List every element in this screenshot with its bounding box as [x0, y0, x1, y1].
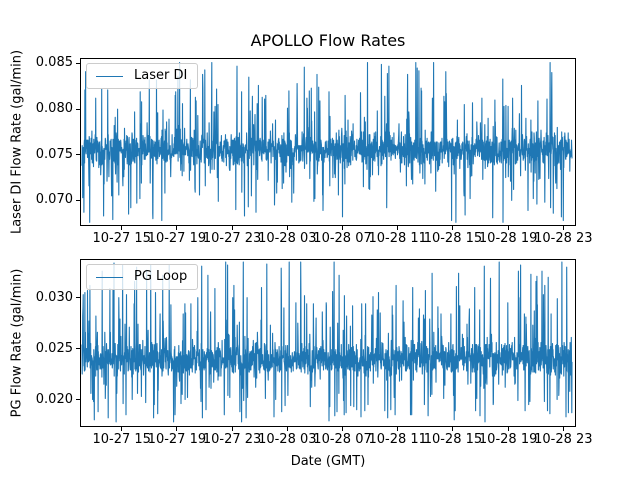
x-tick-mark	[397, 226, 399, 230]
y-tick-label: 0.075	[35, 146, 73, 162]
x-tick-label: 10-28 15	[423, 432, 483, 447]
legend-label: PG Loop	[134, 269, 188, 284]
x-tick-label: 10-28 07	[313, 231, 372, 246]
x-axis-label: Date (GMT)	[290, 454, 366, 469]
y-tick-label: 0.070	[35, 192, 73, 208]
x-tick-label: 10-28 23	[534, 231, 593, 246]
subplot-pg-loop: PG Loop	[80, 259, 576, 427]
x-tick-label: 10-28 15	[423, 231, 483, 246]
x-tick-mark	[286, 427, 288, 431]
y-tick-label: 0.025	[35, 340, 73, 356]
legend-line-sample-icon	[96, 276, 123, 278]
x-tick-mark	[231, 226, 233, 230]
x-tick-mark	[397, 427, 399, 431]
x-tick-label: 10-27 19	[147, 432, 207, 447]
axes-spines	[80, 259, 576, 427]
y-tick-mark	[76, 199, 80, 201]
x-tick-mark	[507, 226, 509, 230]
y-tick-label: 0.020	[35, 391, 73, 407]
axes-spines	[80, 58, 576, 226]
y-axis-label-pg: PG Flow Rate (gal/min)	[9, 268, 25, 418]
x-tick-label: 10-27 19	[147, 231, 207, 246]
laser-di-series-line	[81, 62, 573, 223]
x-tick-label: 10-28 11	[368, 432, 427, 447]
x-tick-label: 10-28 03	[258, 432, 317, 447]
x-tick-label: 10-27 15	[92, 432, 151, 447]
legend-pg-loop: PG Loop	[86, 264, 199, 290]
x-tick-mark	[507, 427, 509, 431]
y-tick-label: 0.085	[35, 55, 73, 71]
pg-loop-plot-area	[80, 259, 576, 427]
x-tick-label: 10-28 07	[313, 432, 372, 447]
x-tick-label: 10-28 03	[258, 231, 317, 246]
y-tick-mark	[76, 297, 80, 299]
legend-laser-di: Laser DI	[86, 63, 199, 89]
y-tick-mark	[76, 154, 80, 156]
x-tick-mark	[562, 427, 564, 431]
y-tick-mark	[76, 348, 80, 350]
legend-label: Laser DI	[134, 68, 188, 83]
x-tick-mark	[452, 427, 454, 431]
x-tick-label: 10-27 23	[202, 432, 262, 447]
subplot-laser-di: Laser DI	[80, 58, 576, 226]
y-tick-mark	[76, 62, 80, 64]
x-tick-mark	[562, 226, 564, 230]
x-tick-mark	[286, 226, 288, 230]
x-tick-mark	[342, 427, 344, 431]
y-tick-label: 0.030	[35, 289, 73, 305]
laser-di-plot-area	[80, 58, 576, 226]
x-tick-label: 10-28 23	[534, 432, 593, 447]
chart-title: APOLLO Flow Rates	[250, 31, 406, 50]
x-tick-label: 10-28 19	[478, 432, 538, 447]
y-axis-label-laser-di: Laser DI Flow Rate (gal/min)	[9, 49, 25, 235]
x-tick-mark	[176, 226, 178, 230]
x-tick-mark	[342, 226, 344, 230]
x-tick-label: 10-27 15	[92, 231, 151, 246]
x-tick-mark	[231, 427, 233, 431]
x-tick-label: 10-27 23	[202, 231, 262, 246]
legend-line-sample-icon	[96, 75, 123, 77]
x-tick-label: 10-28 19	[478, 231, 538, 246]
y-tick-mark	[76, 108, 80, 110]
x-tick-mark	[121, 427, 123, 431]
y-tick-label: 0.080	[35, 101, 73, 117]
x-tick-mark	[121, 226, 123, 230]
x-tick-mark	[176, 427, 178, 431]
x-tick-label: 10-28 11	[368, 231, 427, 246]
pg-loop-series-line	[81, 261, 573, 423]
x-tick-mark	[452, 226, 454, 230]
y-tick-mark	[76, 399, 80, 400]
